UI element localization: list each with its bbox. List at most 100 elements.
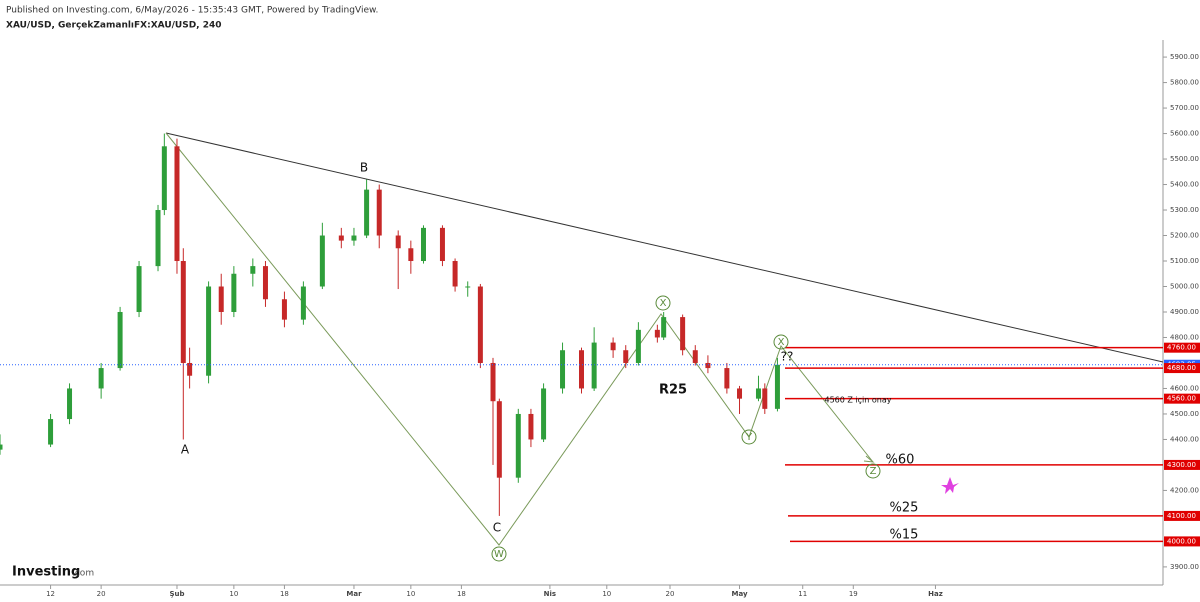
y-tick-label: 5000.00 bbox=[1170, 282, 1199, 290]
logo-suffix: .com bbox=[72, 569, 94, 579]
y-tick-label: 5700.00 bbox=[1170, 104, 1199, 112]
candle-body bbox=[98, 368, 104, 389]
level-box bbox=[1164, 393, 1200, 404]
candle-body bbox=[136, 266, 142, 312]
x-tick-label: Nis bbox=[544, 590, 556, 598]
x-tick-label: 18 bbox=[457, 590, 466, 598]
candle-body bbox=[623, 350, 629, 363]
trend-line bbox=[165, 132, 1164, 363]
candle-body bbox=[250, 266, 256, 274]
candle-body bbox=[496, 401, 502, 478]
published: Published on Investing.com, 6/May/2026 -… bbox=[6, 6, 378, 16]
y-tick-label: 5600.00 bbox=[1170, 130, 1199, 138]
x-tick-label: 20 bbox=[666, 590, 675, 598]
annotation: 4560 Z için onay bbox=[825, 396, 892, 405]
annotation: R25 bbox=[659, 383, 687, 398]
annotation: Z bbox=[870, 466, 877, 477]
annotation: X bbox=[660, 298, 667, 309]
candle-body bbox=[515, 413, 521, 478]
candle-body bbox=[528, 413, 534, 440]
candle-body bbox=[187, 362, 193, 376]
y-tick-label: 4600.00 bbox=[1170, 384, 1199, 392]
candle-body bbox=[591, 342, 597, 389]
annotation: B bbox=[360, 161, 368, 175]
y-tick-label: 4900.00 bbox=[1170, 308, 1199, 316]
level-label: 4300.00 bbox=[1167, 461, 1196, 469]
y-tick-label: 5500.00 bbox=[1170, 155, 1199, 163]
y-tick-label: 4800.00 bbox=[1170, 333, 1199, 341]
candle-body bbox=[161, 146, 167, 211]
wave-lines bbox=[165, 132, 874, 546]
wave-circle bbox=[865, 463, 881, 479]
annotation: A bbox=[181, 443, 190, 457]
candle-body bbox=[724, 368, 730, 389]
candle-body bbox=[635, 329, 641, 363]
level-label: 4100.00 bbox=[1167, 512, 1196, 520]
candle-body bbox=[408, 248, 414, 262]
level-box bbox=[1164, 363, 1200, 374]
candle-body bbox=[300, 286, 306, 320]
candle-body bbox=[420, 227, 426, 262]
candle-body bbox=[48, 419, 54, 445]
candle-body bbox=[395, 235, 401, 249]
x-tick-label: Şub bbox=[169, 590, 184, 598]
candle-body bbox=[452, 261, 458, 287]
annotation: %25 bbox=[890, 501, 919, 516]
level-box bbox=[1164, 510, 1200, 521]
candle-body bbox=[762, 388, 768, 409]
candle-body bbox=[737, 388, 743, 399]
candle-body bbox=[661, 317, 667, 338]
level-box bbox=[1164, 342, 1200, 353]
x-tick-label: 10 bbox=[229, 590, 238, 598]
wave-circle bbox=[491, 546, 507, 562]
x-tick-label: 11 bbox=[798, 590, 807, 598]
candle-body bbox=[319, 235, 325, 287]
candle-body bbox=[774, 364, 780, 409]
symbol: XAU/USD, GerçekZamanlıFX:XAU/USD, 240 bbox=[6, 21, 222, 31]
candle-body bbox=[206, 286, 212, 376]
candle-body bbox=[174, 146, 180, 262]
annotation: %15 bbox=[890, 528, 919, 543]
x-tick-label: 19 bbox=[849, 590, 858, 598]
x-tick-label: Mar bbox=[346, 590, 362, 598]
x-tick-label: 10 bbox=[406, 590, 415, 598]
x-tick-label: 10 bbox=[602, 590, 611, 598]
x-tick-label: May bbox=[731, 590, 747, 598]
candle-body bbox=[67, 388, 73, 420]
candle-body bbox=[262, 266, 268, 300]
candle-body bbox=[231, 273, 237, 312]
candle-body bbox=[376, 189, 382, 236]
candle-body bbox=[705, 362, 711, 369]
x-tick-label: 18 bbox=[280, 590, 289, 598]
annotation: ?? bbox=[781, 350, 794, 364]
candle-body bbox=[439, 227, 445, 262]
y-tick-label: 4400.00 bbox=[1170, 435, 1199, 443]
level-label: 4000.00 bbox=[1167, 537, 1196, 545]
x-tick-label: 12 bbox=[46, 590, 55, 598]
annotation: %60 bbox=[886, 453, 915, 468]
annotation: W bbox=[494, 549, 504, 560]
y-tick-label: 5800.00 bbox=[1170, 79, 1199, 87]
candle-body bbox=[490, 362, 496, 402]
x-tick-label: Haz bbox=[928, 590, 943, 598]
arrow-head bbox=[863, 455, 875, 463]
level-box bbox=[1164, 459, 1200, 470]
level-label: 4680.00 bbox=[1167, 364, 1196, 372]
level-label: 4760.00 bbox=[1167, 344, 1196, 352]
wave-circle bbox=[773, 334, 789, 350]
level-label: 4560.00 bbox=[1167, 395, 1196, 403]
candle-body bbox=[680, 317, 686, 351]
y-tick-label: 5200.00 bbox=[1170, 232, 1199, 240]
y-tick-label: 4200.00 bbox=[1170, 486, 1199, 494]
annotation: Y bbox=[745, 432, 753, 443]
x-tick-label: 20 bbox=[97, 590, 106, 598]
candle-body bbox=[692, 350, 698, 363]
wave-circle bbox=[655, 295, 671, 311]
candle-body bbox=[477, 286, 483, 363]
candle-body bbox=[755, 388, 761, 399]
wave-circle bbox=[741, 429, 757, 445]
logo: Investing bbox=[12, 565, 80, 580]
candle-body bbox=[281, 299, 287, 320]
candle-body bbox=[364, 189, 370, 236]
